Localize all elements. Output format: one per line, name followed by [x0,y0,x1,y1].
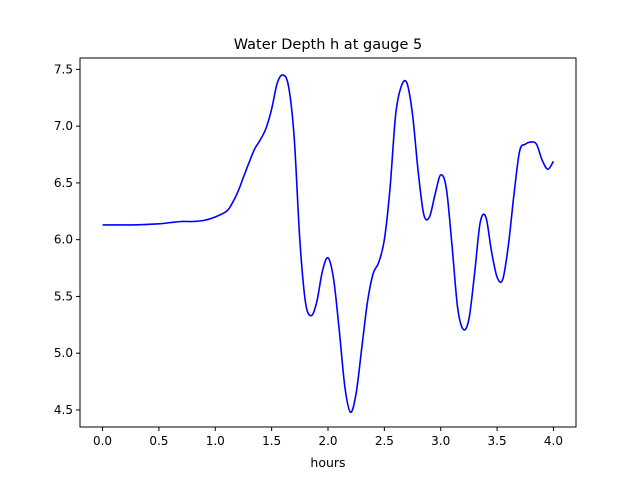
series-group [102,74,555,414]
y-axis: 4.5 5.0 5.5 6.0 6.5 7.0 7.5 [54,62,80,417]
x-tick-label: 3.0 [431,434,450,448]
chart-title: Water Depth h at gauge 5 [234,37,422,53]
y-tick-label: 5.5 [54,289,73,303]
y-tick-label: 7.0 [54,119,73,133]
plot-area [79,57,577,428]
x-tick-label: 3.5 [488,434,507,448]
x-tick-label: 1.5 [262,434,281,448]
x-tick-label: 0.5 [149,434,168,448]
x-tick-label: 4.0 [544,434,563,448]
axes-frame [79,57,577,428]
x-axis: 0.0 0.5 1.0 1.5 2.0 2.5 3.0 3.5 4.0 [93,427,563,448]
y-tick-label: 6.0 [54,233,73,247]
x-tick-label: 2.5 [375,434,394,448]
y-tick-label: 7.5 [54,62,73,76]
x-tick-label: 0.0 [93,434,112,448]
x-tick-label: 1.0 [206,434,225,448]
series-line [102,74,555,414]
y-tick-label: 6.5 [54,176,73,190]
y-tick-label: 5.0 [54,346,73,360]
y-tick-label: 4.5 [54,403,73,417]
x-axis-label: hours [310,455,345,470]
x-tick-label: 2.0 [318,434,337,448]
